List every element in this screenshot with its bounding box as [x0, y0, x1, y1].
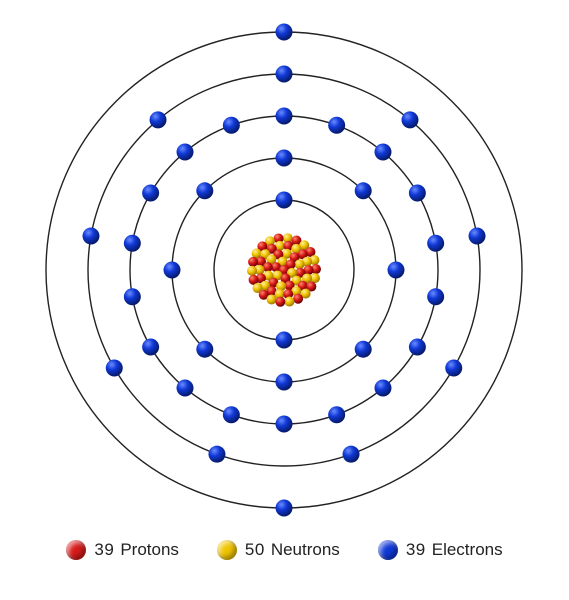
proton-sphere: [248, 257, 258, 267]
electron-sphere: [374, 379, 391, 396]
electron-sphere: [469, 227, 486, 244]
neutrons-label: Neutrons: [271, 540, 340, 560]
electron-sphere: [177, 144, 194, 161]
nucleus: [247, 233, 321, 307]
electrons-count: 39: [406, 540, 426, 560]
electron-sphere: [124, 288, 141, 305]
neutron-sphere: [247, 266, 257, 276]
electron-sphere: [276, 374, 293, 391]
neutron-sphere: [267, 294, 277, 304]
proton-icon: [66, 540, 86, 560]
electron-sphere: [276, 24, 293, 41]
electron-sphere: [328, 117, 345, 134]
electron-sphere: [328, 406, 345, 423]
electron-sphere: [196, 341, 213, 358]
electron-sphere: [124, 235, 141, 252]
electron-sphere: [142, 339, 159, 356]
legend-item-protons: 39 Protons: [66, 540, 179, 560]
legend: 39 Protons 50 Neutrons 39 Electrons: [0, 540, 569, 600]
electron-sphere: [343, 446, 360, 463]
electron-sphere: [276, 150, 293, 167]
electron-sphere: [150, 111, 167, 128]
electron-sphere: [427, 288, 444, 305]
electron-sphere: [409, 339, 426, 356]
electron-sphere: [276, 416, 293, 433]
electron-sphere: [374, 144, 391, 161]
neutron-sphere: [284, 297, 294, 307]
legend-item-electrons: 39 Electrons: [378, 540, 503, 560]
electron-sphere: [276, 192, 293, 209]
electron-sphere: [276, 108, 293, 125]
legend-item-neutrons: 50 Neutrons: [217, 540, 340, 560]
electron-sphere: [276, 332, 293, 349]
proton-sphere: [293, 294, 303, 304]
electron-sphere: [409, 185, 426, 202]
electron-sphere: [445, 360, 462, 377]
neutrons-count: 50: [245, 540, 265, 560]
electron-sphere: [106, 360, 123, 377]
electron-sphere: [355, 341, 372, 358]
electron-sphere: [401, 111, 418, 128]
electron-sphere: [276, 500, 293, 517]
electron-sphere: [276, 66, 293, 83]
neutron-icon: [217, 540, 237, 560]
electron-sphere: [164, 262, 181, 279]
electron-sphere: [223, 406, 240, 423]
atom-diagram: [0, 0, 569, 540]
electrons-label: Electrons: [432, 540, 503, 560]
electron-sphere: [177, 379, 194, 396]
electron-sphere: [196, 182, 213, 199]
electron-icon: [378, 540, 398, 560]
electron-sphere: [427, 235, 444, 252]
electron-sphere: [208, 446, 225, 463]
atom-svg: [0, 0, 569, 540]
protons-count: 39: [94, 540, 114, 560]
neutron-sphere: [295, 259, 305, 269]
electron-sphere: [223, 117, 240, 134]
electron-sphere: [142, 185, 159, 202]
electron-sphere: [82, 227, 99, 244]
proton-sphere: [275, 297, 285, 307]
electron-sphere: [355, 182, 372, 199]
electron-sphere: [388, 262, 405, 279]
protons-label: Protons: [120, 540, 179, 560]
